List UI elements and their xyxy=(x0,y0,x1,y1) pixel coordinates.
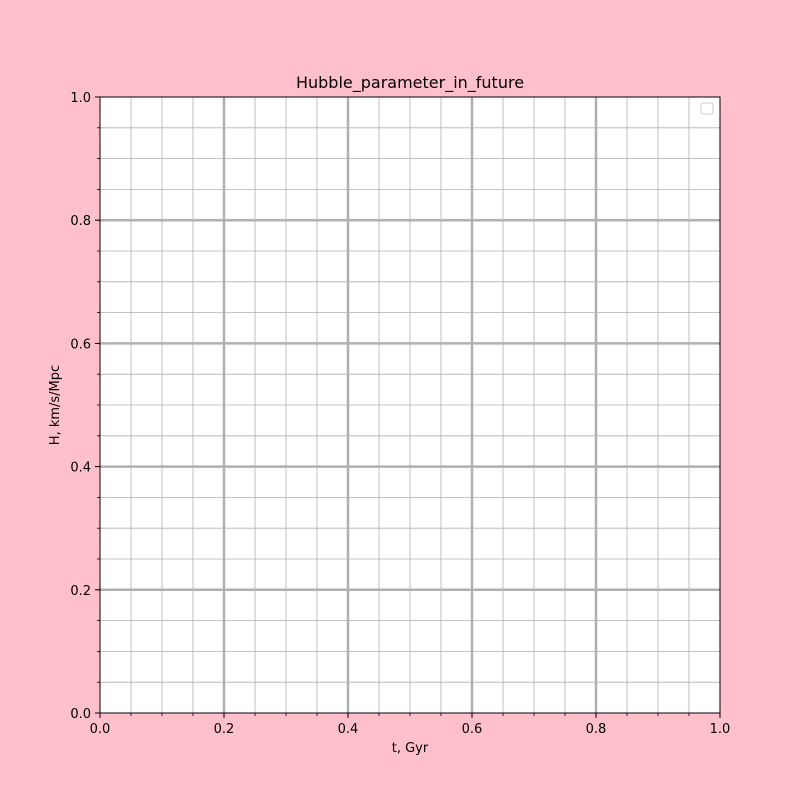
y-tick-label: 0.2 xyxy=(70,584,91,599)
x-tick-label: 0.4 xyxy=(338,722,359,737)
y-tick-label: 1.0 xyxy=(70,91,91,106)
y-axis-title: H, km/s/Mpc xyxy=(48,365,63,445)
legend-box xyxy=(700,102,714,115)
major-grid xyxy=(100,97,720,713)
tick-labels: 0.0 0.2 0.4 0.6 0.8 1.0 0.0 0.2 0.4 0.6 0.8 1.0 xyxy=(70,91,730,737)
y-tick-label: 0.0 xyxy=(70,707,91,722)
y-tick-label: 0.8 xyxy=(70,214,91,229)
plot-frame xyxy=(99,96,721,714)
chart-title: Hubble_parameter_in_future xyxy=(296,73,524,93)
y-tick-label: 0.4 xyxy=(70,461,91,476)
minor-grid xyxy=(100,97,720,713)
x-tick-label: 0.0 xyxy=(90,722,111,737)
y-tick-label: 0.6 xyxy=(70,337,91,352)
x-tick-label: 0.2 xyxy=(214,722,235,737)
x-tick-label: 0.6 xyxy=(462,722,483,737)
x-tick-label: 0.8 xyxy=(586,722,607,737)
x-tick-label: 1.0 xyxy=(710,722,731,737)
x-axis-title: t, Gyr xyxy=(392,741,429,756)
